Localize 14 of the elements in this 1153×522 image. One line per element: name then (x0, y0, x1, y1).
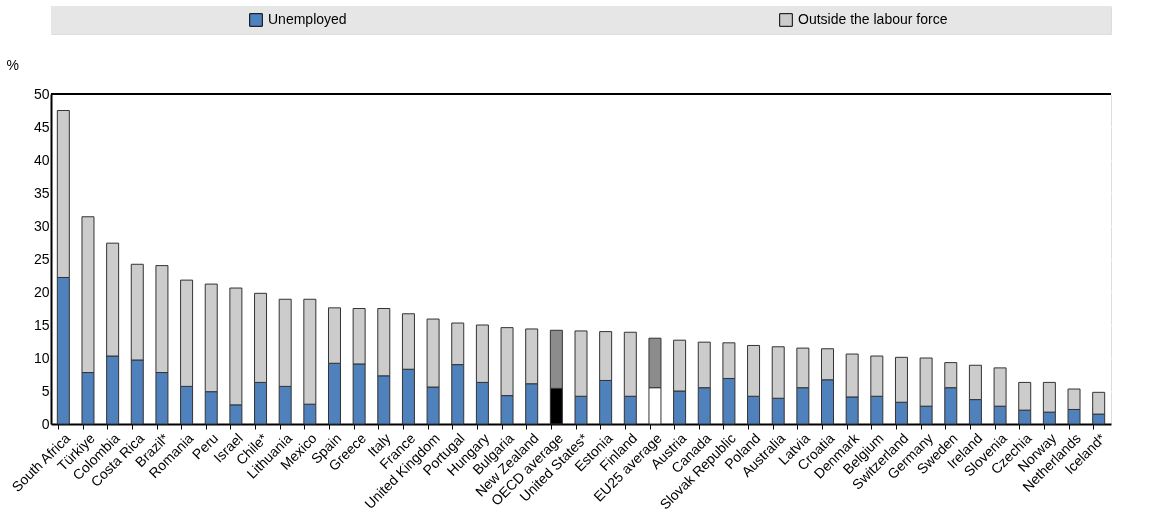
y-tick-label: 5 (41, 382, 50, 399)
legend-label: Unemployed (268, 11, 347, 27)
y-tick-label: 20 (33, 283, 50, 300)
y-axis-title: % (6, 56, 19, 73)
y-tick-label: 25 (33, 250, 50, 267)
y-tick-label: 15 (33, 316, 50, 333)
y-tick-label: 35 (33, 184, 50, 201)
legend-label: Outside the labour force (798, 11, 948, 27)
y-tick-label: 40 (33, 151, 50, 168)
y-tick-label: 45 (33, 118, 50, 135)
y-tick-label: 0 (41, 415, 50, 432)
y-tick-label: 30 (33, 217, 50, 234)
y-tick-label: 10 (33, 349, 50, 366)
y-tick-label: 50 (33, 85, 50, 102)
